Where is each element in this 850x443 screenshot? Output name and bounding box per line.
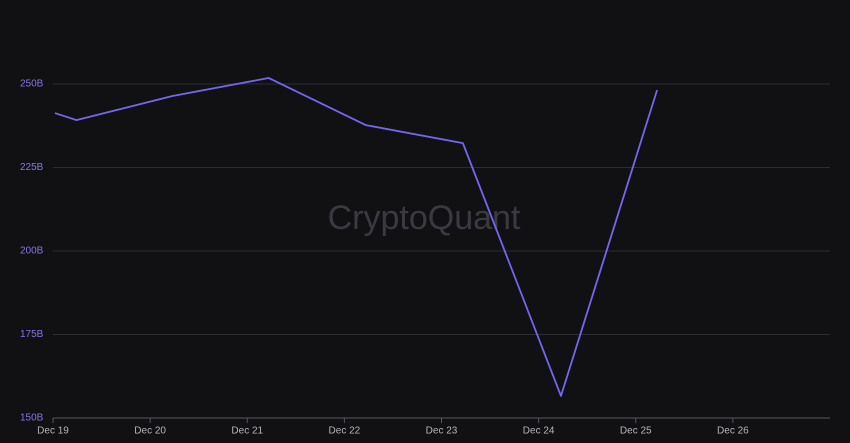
- y-tick-label: 150B: [20, 413, 44, 424]
- x-tick-label: Dec 21: [231, 426, 263, 437]
- x-tick-label: Dec 26: [717, 426, 749, 437]
- x-tick-label: Dec 25: [620, 426, 652, 437]
- x-tick-label: Dec 19: [37, 426, 69, 437]
- x-tick-label: Dec 24: [523, 426, 555, 437]
- x-tick-label: Dec 22: [329, 426, 361, 437]
- y-tick-label: 250B: [20, 79, 44, 90]
- y-tick-label: 225B: [20, 162, 44, 173]
- x-tick-label: Dec 20: [134, 426, 166, 437]
- y-tick-label: 200B: [20, 246, 44, 257]
- data-line: [54, 77, 658, 397]
- y-tick-label: 175B: [20, 329, 44, 340]
- watermark: CryptoQuant: [328, 199, 521, 237]
- x-tick-label: Dec 23: [426, 426, 458, 437]
